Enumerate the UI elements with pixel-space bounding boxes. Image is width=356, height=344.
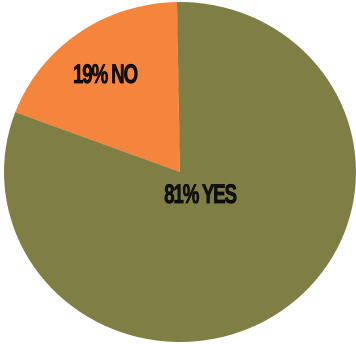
slice-label: 19% NO xyxy=(73,59,137,89)
slice-label: 81% YES xyxy=(164,179,237,209)
pie-slice xyxy=(3,2,356,343)
pie-slice xyxy=(15,2,180,172)
